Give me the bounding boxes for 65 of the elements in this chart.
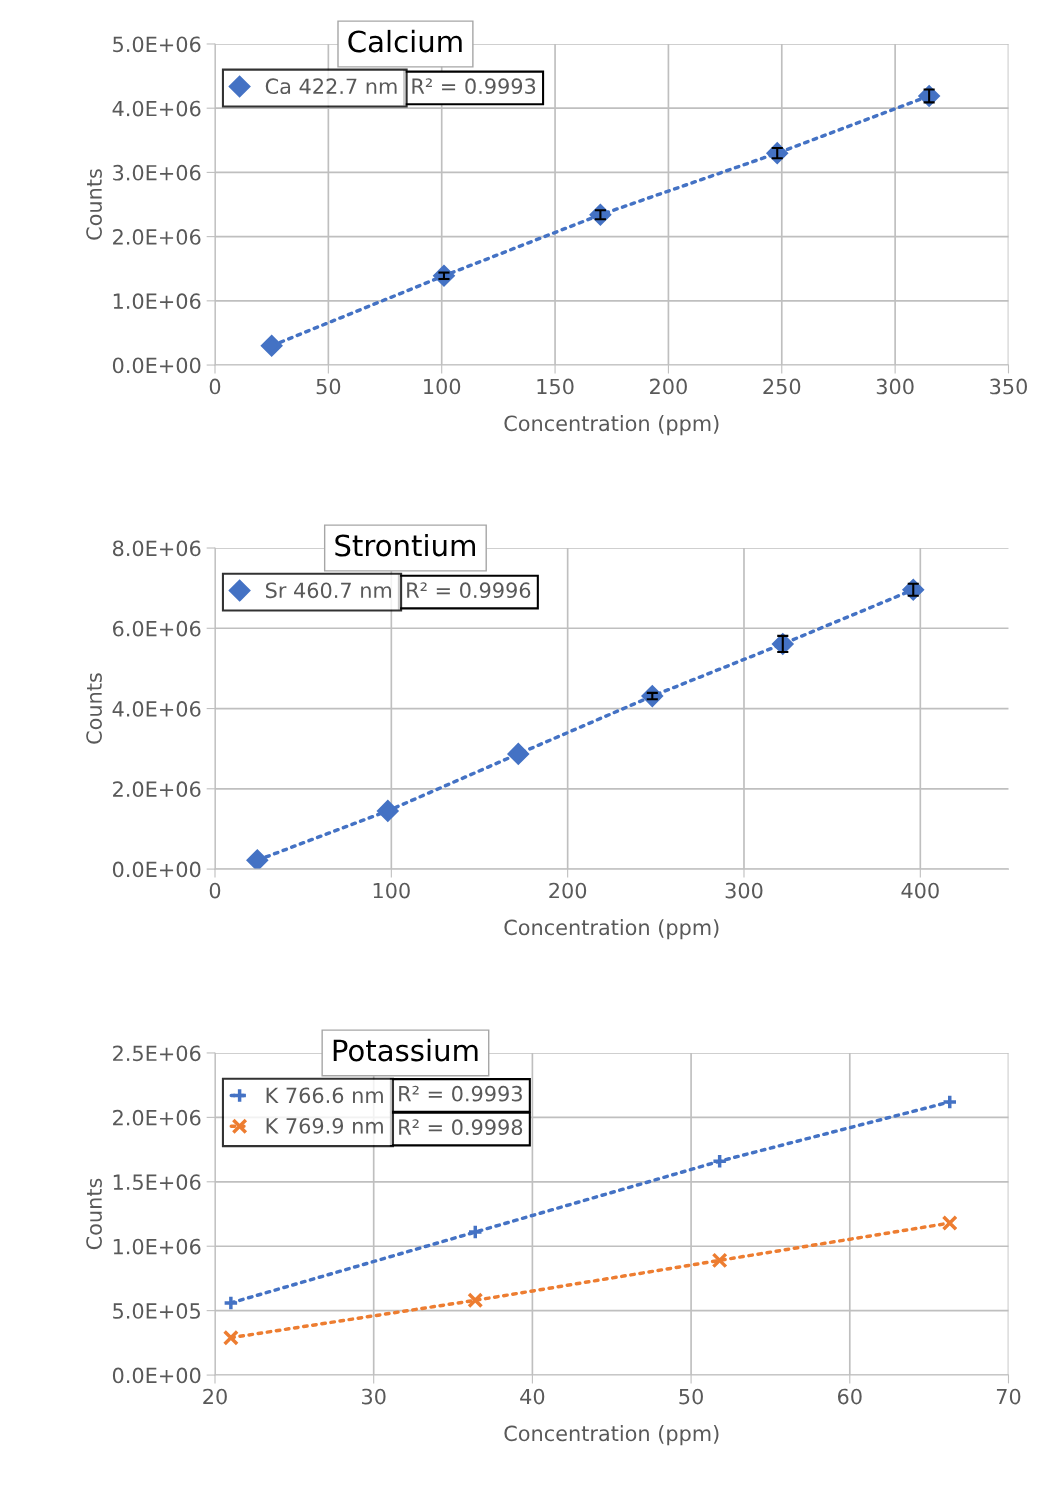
legend-label: Ca 422.7 nm [265,78,397,95]
y-tick-label: 5.0E+05 [113,1303,200,1319]
x-tick-label: 250 [763,378,801,395]
y-tick-label: 2.0E+06 [113,1109,201,1126]
y-tick-label: 1.5E+06 [113,1174,201,1191]
y-axis-title: Counts [86,673,102,744]
y-tick-label: 6.0E+06 [113,620,201,637]
y-tick-label: 2.0E+06 [113,229,201,245]
legend-label: Sr 460.7 nm [265,582,392,599]
x-tick-label: 0 [209,882,221,899]
x-tick-label: 50 [316,378,341,395]
point [222,1329,239,1346]
point [467,1224,484,1241]
annotation: R² = 0.9993 [412,78,536,95]
point [377,800,399,822]
y-tick-label: 0.0E+00 [112,1367,201,1384]
y-axis-title: Counts [86,169,102,240]
y-tick-label: 2.5E+06 [113,1045,201,1062]
y-tick-label: 4.0E+06 [112,100,201,117]
point [711,1252,728,1269]
y-tick-label: 1.0E+06 [113,293,201,310]
x-tick-label: 30 [362,1388,386,1405]
x-tick-label: 20 [203,1388,227,1405]
chart-title: Strontium [335,533,475,557]
point [246,849,268,870]
x-tick-label: 150 [537,378,574,395]
annotation: R² = 0.9993 [399,1085,522,1102]
x-tick-label: 40 [520,1388,545,1405]
point [941,1093,958,1110]
x-axis-title: Concentration (ppm) [504,1425,719,1446]
point [261,335,283,357]
chart-title: Potassium [333,1038,478,1062]
legend-label: K 766.6 nm [266,1087,383,1104]
x-tick-label: 300 [725,882,763,899]
point [467,1292,484,1309]
legend-label: K 769.9 nm [266,1118,383,1134]
point [507,743,529,765]
x-tick-label: 50 [679,1388,703,1405]
y-tick-label: 8.0E+06 [112,540,201,557]
point [222,1294,239,1311]
point [941,1215,958,1232]
x-tick-label: 200 [650,378,687,395]
y-tick-label: 0.0E+00 [112,861,201,878]
x-axis-title: Concentration (ppm) [504,919,719,940]
x-tick-label: 100 [373,882,410,899]
x-tick-label: 350 [990,378,1027,395]
y-tick-label: 0.0E+00 [112,357,201,374]
y-tick-label: 4.0E+06 [112,701,201,717]
y-tick-label: 1.0E+06 [113,1238,201,1255]
chart-title: Calcium [348,29,462,53]
point [711,1153,728,1170]
y-axis-title: Counts [86,1178,102,1250]
x-axis-title: Concentration (ppm) [504,415,719,436]
y-tick-label: 5.0E+06 [113,36,201,53]
x-tick-label: 70 [996,1388,1021,1405]
x-tick-label: 400 [901,882,939,899]
x-tick-label: 300 [876,378,914,395]
x-tick-label: 60 [837,1388,862,1405]
x-tick-label: 100 [424,378,461,395]
annotation: R² = 0.9996 [407,582,531,599]
x-tick-label: 0 [209,378,221,395]
annotation: R² = 0.9998 [399,1119,523,1136]
x-tick-label: 200 [549,882,587,899]
y-tick-label: 3.0E+06 [113,164,201,181]
y-tick-label: 2.0E+06 [113,781,201,798]
